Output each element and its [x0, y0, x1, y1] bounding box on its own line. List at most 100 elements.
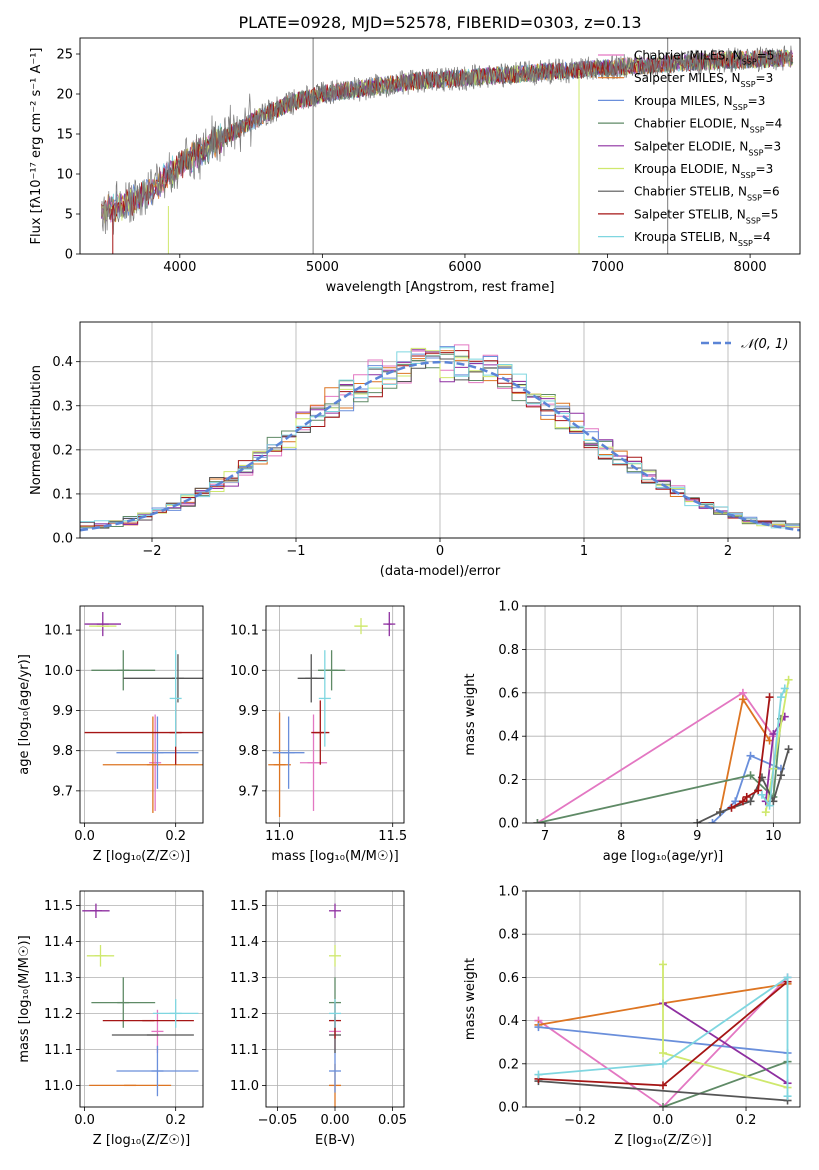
axes-frame: [525, 890, 801, 1108]
x-tick-label: 0.05: [378, 1113, 407, 1128]
panel-mass-vs-EBV: −0.05 0.00 0.05 11.0 11.1 11.2 11.3 11.4 11.5 E(B…: [230, 890, 407, 1148]
residual-histogram-step: [80, 347, 800, 529]
data-point: [149, 714, 162, 811]
data-point: [169, 650, 182, 747]
panels: 4000 5000 6000 7000 80000510152025wavelength…: [17, 37, 801, 1148]
weight-marker: [784, 675, 793, 684]
data-point: [299, 714, 328, 811]
x-tick-label: 0.0: [74, 829, 95, 844]
legend-entry: 𝒩(0, 1): [741, 337, 788, 352]
legend-entry: Chabrier ELODIE, NSSP=4: [634, 117, 782, 135]
data-point: [318, 650, 331, 747]
legend-entry: Salpeter STELIB, NSSP=5: [634, 207, 778, 225]
y-tick-label: 1.0: [498, 600, 519, 615]
weight-marker: [769, 730, 778, 739]
x-tick-label: 11.5: [378, 829, 407, 844]
weight-marker: [731, 797, 740, 806]
y-tick-label: 9.9: [238, 704, 259, 719]
plot-area: [533, 675, 793, 823]
y-tick-label: 0.2: [498, 773, 519, 788]
data-point: [318, 650, 346, 691]
axes-frame: [79, 321, 801, 539]
data-point: [82, 903, 110, 918]
x-tick-label: −0.2: [564, 1113, 596, 1128]
weight-marker: [659, 1049, 667, 1057]
legend-entry: Chabrier MILES, NSSP=5: [634, 49, 774, 67]
x-tick-label: −1: [286, 544, 305, 559]
x-axis-label: E(B-V): [315, 1133, 355, 1148]
y-tick-label: 11.1: [230, 1043, 259, 1058]
x-axis-label: Z [log₁₀(Z/Z☉)]: [93, 849, 190, 864]
y-tick-label: 11.0: [44, 1079, 73, 1094]
y-tick-label: 0.4: [498, 730, 519, 745]
x-tick-label: 1: [580, 544, 588, 559]
x-tick-label: 4000: [163, 260, 196, 275]
y-tick-label: 10.0: [230, 664, 259, 679]
x-tick-label: 0.2: [736, 1113, 757, 1128]
legend-entry: Kroupa MILES, NSSP=3: [634, 94, 765, 112]
weight-marker: [754, 786, 763, 795]
data-point: [297, 654, 325, 703]
y-tick-label: 0.6: [498, 686, 519, 701]
panel-residuals: −2 −1 0 1 2 0.0 0.1 0.2 0.3 0.4 (data-model)/error…: [29, 321, 801, 579]
y-tick-label: 0.2: [52, 443, 73, 458]
spectrum-legend: Chabrier MILES, NSSP=5 Salpeter MILES, NS…: [598, 49, 782, 248]
y-tick-label: 10.1: [230, 624, 259, 639]
y-axis-label: mass [log₁₀(M/M☉)]: [17, 935, 32, 1062]
x-tick-label: 0.0: [74, 1113, 95, 1128]
data-point: [272, 716, 305, 789]
weight-marker: [534, 1023, 543, 1032]
weight-marker: [693, 819, 702, 823]
x-tick-label: 0: [436, 544, 444, 559]
weight-marker: [738, 695, 747, 704]
axes-frame: [79, 890, 204, 1108]
weight-marker: [784, 745, 793, 754]
data-point: [329, 945, 341, 967]
weight-marker: [757, 790, 766, 799]
plot-area: [80, 344, 800, 532]
x-tick-label: 0.00: [321, 1113, 350, 1128]
weight-marker: [746, 771, 755, 780]
y-tick-label: 5: [65, 208, 73, 223]
figure-title: PLATE=0928, MJD=52578, FIBERID=0303, z=0…: [238, 13, 641, 32]
y-tick-label: 0.8: [498, 928, 519, 943]
data-point: [329, 903, 341, 918]
y-axis-label: age [log₁₀(age/yr)]: [17, 654, 32, 775]
x-axis-label: wavelength [Angstrom, rest frame]: [326, 280, 555, 295]
panel-spectrum: 4000 5000 6000 7000 8000 0 5 10 15 20 25 wavelength…: [29, 37, 801, 295]
y-tick-label: 11.4: [230, 935, 259, 950]
x-axis-label: Z [log₁₀(Z/Z☉)]: [614, 1133, 711, 1148]
y-tick-label: 0.4: [498, 1014, 519, 1029]
data-point: [91, 977, 156, 1028]
axes-frame: [265, 890, 405, 1108]
weight-series-line: [537, 976, 789, 1107]
weight-series-line: [761, 688, 786, 807]
y-tick-label: 10.0: [44, 664, 73, 679]
weight-marker: [783, 1092, 792, 1101]
x-tick-label: 0.0: [653, 1113, 674, 1128]
weight-marker: [780, 684, 789, 693]
weight-marker: [708, 819, 717, 823]
y-tick-label: 9.9: [52, 704, 73, 719]
data-point: [102, 716, 203, 813]
x-tick-label: 7: [541, 829, 549, 844]
data-point: [268, 712, 291, 817]
panel-mass-vs-Z: 0.0 0.2 11.0 11.1 11.2 11.3 11.4 11.5 Z [log₁₀(Z…: [17, 890, 204, 1148]
plot-area: [329, 903, 341, 1107]
weight-marker: [659, 1103, 667, 1107]
y-tick-label: 11.5: [230, 899, 259, 914]
data-point: [86, 945, 115, 967]
legend-entry: Salpeter ELODIE, NSSP=3: [634, 139, 781, 157]
weight-series-line: [538, 976, 789, 1097]
x-axis-label: (data-model)/error: [380, 564, 501, 579]
x-tick-label: 8: [617, 829, 625, 844]
x-axis-label: age [log₁₀(age/yr)]: [603, 849, 724, 864]
weight-series-line: [537, 718, 782, 823]
x-tick-label: 7000: [591, 260, 624, 275]
legend-entry: Kroupa STELIB, NSSP=4: [634, 230, 771, 248]
y-tick-label: 9.7: [52, 784, 73, 799]
plot-area: [82, 903, 199, 1097]
weight-marker: [761, 808, 770, 817]
data-point: [123, 654, 203, 703]
weight-marker: [746, 797, 755, 806]
